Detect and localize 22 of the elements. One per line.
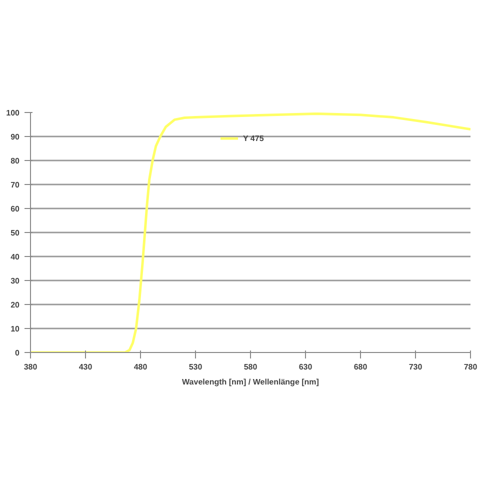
y-tick-label: 40 [10, 252, 20, 262]
y-tick-label: 20 [10, 300, 20, 310]
x-tick-label: 730 [408, 362, 423, 372]
y-tick-label: 50 [10, 228, 20, 238]
x-tick-label: 530 [188, 362, 203, 372]
x-tick-label: 580 [244, 362, 258, 372]
y-tick-label: 10 [10, 324, 20, 334]
y-tick-label: 0 [15, 348, 20, 358]
y-tick-label: 70 [10, 180, 20, 190]
x-tick-label: 780 [464, 362, 478, 372]
x-axis-title: Wavelength [nm] / Wellenlänge [nm] [182, 378, 320, 386]
x-tick-label: 630 [298, 362, 313, 372]
x-tick-label: 680 [354, 362, 368, 372]
x-tick-label: 380 [24, 362, 38, 372]
y-tick-label: 100 [6, 108, 20, 118]
x-tick-label: 480 [134, 362, 148, 372]
y-tick-label: 80 [10, 156, 20, 166]
y-tick-label: 30 [10, 276, 20, 286]
legend-label: Y 475 [243, 134, 264, 142]
y-tick-label: 90 [10, 132, 20, 142]
x-tick-label: 430 [78, 362, 93, 372]
y-tick-label: 60 [10, 204, 20, 214]
